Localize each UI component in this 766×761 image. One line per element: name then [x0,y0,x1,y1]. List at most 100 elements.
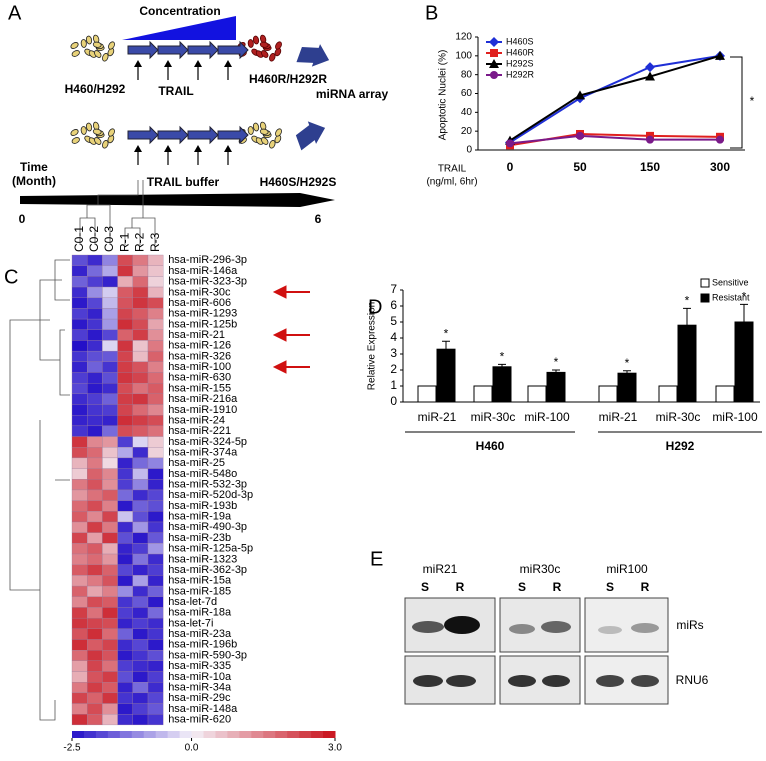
heatmap-cell [117,457,133,469]
legend-label: H460R [506,47,535,57]
blot: miR21 miR30c miR100 S R S R S R miRs RNU… [404,562,709,705]
colorbar-label: 3.0 [328,743,342,754]
row-label: hsa-miR-590-3p [168,649,247,661]
row-label: hsa-miR-335 [168,660,231,672]
heatmap-cell [102,607,118,619]
heatmap-cell [87,350,103,362]
panel-label: B [425,2,438,24]
cell [259,128,269,135]
heatmap-cell [87,361,103,373]
heatmap-cell [87,329,103,341]
heatmap-cell [147,479,164,491]
heatmap-cell [132,596,149,608]
label: Time [20,160,48,174]
cell [108,128,115,137]
heatmap-cell [117,383,133,394]
row-label: hsa-miR-193b [168,500,237,512]
legend-marker [489,59,499,68]
heatmap-cell [87,553,103,565]
label: miRNA array [316,87,389,101]
heatmap-cell [87,286,103,298]
x-tick-label: 150 [640,160,660,174]
row-label: hsa-miR-490-3p [168,521,247,533]
panel-label: D [368,296,382,318]
heatmap-cell [132,468,149,480]
heatmap-cell [71,404,88,416]
heatmap-cell [132,265,149,277]
x-tick-label: miR-30c [656,410,701,424]
heatmap-cell [147,254,164,266]
panel-label: A [8,2,22,24]
lane-label: R [641,580,650,594]
heatmap-cell [102,521,118,533]
heatmap-cell [87,318,103,330]
heatmap-cell [132,447,149,459]
colorbar-segment [287,731,300,738]
heatmap-cell [87,585,103,597]
x-tick-label: 50 [573,160,587,174]
heatmap-cell [117,436,133,448]
marker [645,62,655,73]
highlight-arrows [272,285,310,374]
heatmap-cell [117,425,133,437]
heatmap-cell [132,682,149,694]
heatmap-cell [117,671,133,683]
cell [247,39,254,48]
heatmap-cell [147,276,164,288]
heatmap-cell [117,692,133,704]
colorbar-segment [179,731,193,738]
cell [70,42,79,49]
cell [259,41,269,48]
arrow [295,121,326,151]
heatmap-cell [102,276,118,288]
legend-label: H460S [506,36,534,46]
heatmap-cell [102,308,118,320]
heatmap-cell [87,500,103,512]
heatmap-cell [102,564,118,576]
heatmap-cell [117,564,133,576]
heatmap-cell [132,553,149,565]
heatmap-cell [147,350,164,362]
significance: * [625,356,630,370]
cell [108,41,115,50]
heatmap-cell [117,607,133,619]
legend-marker [490,71,498,79]
arrow [194,145,202,152]
bar [677,324,697,403]
cell [93,50,102,58]
heatmap-cell [147,543,164,555]
row-label: hsa-miR-532-3p [168,479,247,491]
heatmap-cell [71,372,88,384]
heatmap-cell [147,383,164,394]
heatmap-cell [87,447,103,459]
colorbar-label: -2.5 [63,743,81,754]
heatmap-cell [147,329,164,341]
heatmap-cell [87,532,103,544]
column-label: C0-2 [87,226,101,252]
significance: * [554,355,559,369]
heatmap-cell [147,447,164,459]
heatmap-cell [147,596,164,608]
heatmap-cell [87,308,103,320]
y-tick-label: 0 [390,394,397,408]
heatmap-cell [147,318,164,330]
heatmap-cell [71,479,88,491]
column-label: C0-3 [102,226,116,252]
y-tick-label: 0 [466,145,472,156]
row-label: hsa-miR-30c [168,286,231,298]
y-tick-label: 80 [461,69,473,80]
heatmap-cell [132,564,149,576]
bar [734,321,754,403]
arrow [187,40,219,60]
heatmap-cell [147,585,164,597]
x-tick-label: miR-100 [712,410,758,424]
bar [658,385,678,403]
heatmap-cell [71,650,88,661]
heatmap-cell [102,650,118,661]
marker [715,50,725,60]
heatmap-cell [147,415,164,427]
heatmap-cell [71,692,88,704]
heatmap-cell [132,329,149,341]
colorbar-segment [119,731,133,738]
heatmap-cell [87,276,103,288]
